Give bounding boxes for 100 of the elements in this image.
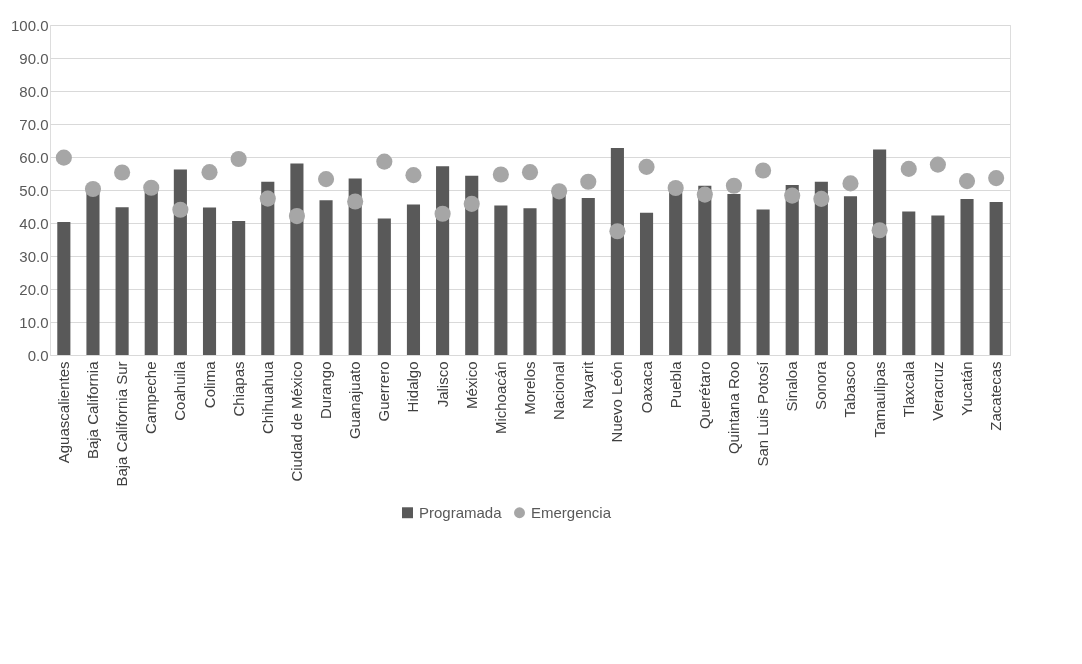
bar — [873, 149, 887, 355]
point — [521, 164, 539, 181]
x-tick-label: Chihuahua — [258, 360, 276, 435]
bar — [144, 191, 158, 355]
x-tick-label: Guanajuato — [346, 361, 364, 440]
bar — [756, 209, 770, 355]
bar — [902, 211, 916, 355]
point — [900, 160, 917, 177]
bar — [494, 205, 508, 355]
y-tick-label: 50.0 — [19, 181, 49, 199]
point — [55, 149, 72, 166]
legend-label: Programada — [419, 503, 503, 521]
x-tick-label: Tabasco — [841, 361, 859, 418]
point — [317, 171, 335, 188]
bar — [173, 169, 187, 355]
point — [638, 158, 655, 175]
point — [288, 208, 305, 225]
point — [84, 180, 102, 198]
legend-label: Emergencia — [531, 503, 612, 521]
point — [667, 179, 684, 197]
y-tick-label: 90.0 — [19, 49, 49, 67]
bar — [960, 198, 974, 355]
bar — [581, 197, 595, 355]
x-tick-label: Nacional — [550, 361, 568, 420]
bar — [727, 193, 741, 355]
x-tick-label: Tlaxcala — [899, 360, 917, 418]
bar — [261, 181, 275, 355]
point — [201, 164, 218, 181]
x-tick-label: Chiapas — [229, 361, 247, 417]
point — [929, 156, 946, 173]
point — [434, 205, 451, 222]
y-tick-label: 0.0 — [27, 346, 49, 364]
point — [725, 177, 743, 194]
bar — [639, 212, 654, 355]
x-tick-label: Zacatecas — [987, 361, 1005, 431]
x-tick-label: Yucatán — [958, 361, 976, 416]
point — [230, 150, 247, 168]
point — [580, 173, 597, 190]
x-tick-label: Oaxaca — [637, 360, 655, 414]
x-tick-label: Guerrero — [375, 361, 393, 422]
bar — [348, 178, 362, 355]
x-tick-label: Michoacán — [491, 361, 509, 435]
x-tick-label: Tamaulipas — [870, 361, 888, 438]
y-tick-label: 70.0 — [19, 115, 49, 133]
y-tick-label: 100.0 — [10, 16, 49, 34]
point — [463, 195, 480, 212]
point — [551, 183, 568, 200]
bar — [57, 222, 71, 355]
bar — [843, 196, 858, 355]
point — [813, 190, 830, 207]
y-tick-label: 60.0 — [19, 148, 49, 166]
bar — [115, 207, 129, 355]
x-tick-label: Nayarit — [579, 360, 597, 410]
x-tick-label: San Luis Potosí — [754, 360, 772, 467]
x-tick-label: Sonora — [812, 360, 830, 410]
x-tick-label: Durango — [317, 361, 335, 420]
point — [696, 186, 713, 203]
x-tick-label: Nuevo León — [608, 361, 626, 443]
x-tick-label: Veracruz — [928, 361, 946, 421]
x-tick-label: Aguascalientes — [54, 361, 72, 464]
bar — [610, 148, 624, 355]
y-tick-label: 10.0 — [19, 313, 49, 331]
bar — [406, 204, 421, 355]
point — [755, 162, 772, 179]
x-tick-label: Campeche — [142, 361, 160, 435]
point — [871, 222, 888, 239]
bar — [202, 207, 217, 355]
point — [143, 179, 160, 196]
x-tick-label: Baja California — [83, 360, 101, 460]
x-tick-label: Ciudad de México — [287, 361, 305, 482]
bar — [319, 200, 333, 355]
bar — [989, 201, 1003, 355]
x-tick-label: Colima — [200, 360, 218, 409]
point — [958, 173, 976, 190]
bar — [552, 194, 566, 355]
point — [988, 170, 1005, 187]
x-tick-label: Baja California Sur — [113, 361, 131, 487]
x-tick-label: Jalisco — [433, 361, 451, 408]
bar — [523, 208, 537, 355]
x-tick-label: México — [462, 361, 480, 410]
bar — [698, 185, 712, 355]
point — [172, 201, 189, 218]
x-tick-label: Sinaloa — [783, 360, 801, 412]
x-tick-label: Coahuila — [171, 360, 189, 421]
bar — [436, 166, 450, 355]
x-tick-label: Quintana Roo — [724, 361, 742, 455]
bar — [232, 221, 246, 355]
bar — [814, 181, 828, 355]
point — [784, 187, 801, 204]
x-tick-label: Hidalgo — [404, 361, 422, 413]
x-tick-label: Querétaro — [695, 361, 713, 430]
point — [114, 164, 131, 181]
bar — [931, 215, 945, 355]
y-tick-label: 40.0 — [19, 214, 49, 232]
y-tick-label: 80.0 — [19, 82, 49, 100]
point — [609, 223, 626, 240]
x-tick-label: Morelos — [521, 361, 538, 415]
bar — [465, 175, 479, 355]
bar — [669, 190, 683, 355]
point — [376, 153, 393, 170]
